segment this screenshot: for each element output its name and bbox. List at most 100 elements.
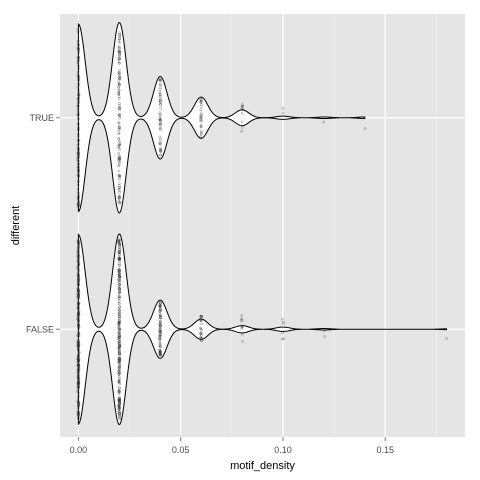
data-point xyxy=(241,104,244,108)
data-point xyxy=(240,103,244,106)
data-point xyxy=(77,339,81,342)
data-point xyxy=(117,320,121,324)
data-point xyxy=(77,67,81,71)
data-point xyxy=(159,121,163,125)
violin-true xyxy=(77,21,366,214)
data-point xyxy=(76,238,80,242)
data-point xyxy=(77,78,80,82)
data-point xyxy=(77,343,81,346)
data-point xyxy=(159,106,163,110)
data-point xyxy=(77,325,80,329)
data-point xyxy=(158,341,162,345)
data-point xyxy=(118,114,122,118)
data-point xyxy=(76,154,80,157)
data-point xyxy=(76,347,80,351)
data-point xyxy=(76,318,80,322)
data-point xyxy=(77,381,81,385)
data-point xyxy=(76,28,80,31)
data-point xyxy=(117,91,121,94)
data-point xyxy=(117,373,121,376)
data-point xyxy=(117,81,121,85)
data-point xyxy=(281,337,284,341)
data-point xyxy=(159,304,163,308)
data-point xyxy=(77,148,80,152)
data-point xyxy=(118,186,122,189)
data-point xyxy=(240,130,243,133)
data-point xyxy=(77,83,81,87)
data-point xyxy=(76,183,80,187)
x-tick-label: 0.05 xyxy=(172,445,190,455)
data-point xyxy=(118,295,122,299)
data-point xyxy=(158,344,162,348)
data-point xyxy=(159,149,162,153)
data-point xyxy=(118,53,121,56)
data-point xyxy=(117,407,121,410)
jitter-points xyxy=(76,28,448,421)
data-point xyxy=(118,389,121,393)
data-point xyxy=(76,169,80,173)
data-point xyxy=(76,61,80,65)
data-point xyxy=(77,100,81,104)
data-point xyxy=(118,258,121,262)
data-point xyxy=(118,50,122,53)
data-point xyxy=(118,344,122,347)
data-point xyxy=(159,323,162,327)
data-point xyxy=(158,78,162,82)
data-point xyxy=(158,333,162,337)
data-point xyxy=(77,159,80,163)
data-point xyxy=(117,92,121,96)
data-point xyxy=(77,93,81,97)
data-point xyxy=(118,270,122,273)
data-point xyxy=(77,55,81,59)
data-point xyxy=(159,316,163,319)
data-point xyxy=(77,385,80,389)
data-point xyxy=(199,326,202,330)
data-point xyxy=(76,187,80,191)
data-point xyxy=(77,262,81,265)
data-point xyxy=(117,41,121,44)
data-point xyxy=(117,104,121,107)
data-point xyxy=(117,178,121,181)
data-point xyxy=(76,143,80,147)
data-point xyxy=(117,287,121,290)
data-point xyxy=(77,251,81,254)
data-point xyxy=(117,302,121,305)
data-point xyxy=(76,358,80,362)
data-point xyxy=(199,314,203,318)
data-point xyxy=(117,138,121,141)
data-point xyxy=(117,340,121,344)
data-point xyxy=(158,340,162,344)
data-point xyxy=(159,123,162,127)
data-point xyxy=(76,86,80,89)
data-point xyxy=(158,326,162,330)
data-point xyxy=(77,290,80,294)
data-point xyxy=(159,128,162,132)
data-point xyxy=(240,120,244,124)
data-point xyxy=(77,331,81,335)
data-point xyxy=(77,363,81,367)
x-tick-label: 0.15 xyxy=(376,445,394,455)
data-point xyxy=(118,305,122,308)
data-point xyxy=(158,308,162,311)
data-point xyxy=(76,256,80,260)
data-point xyxy=(77,391,80,395)
data-point xyxy=(118,365,122,369)
data-point xyxy=(200,339,203,342)
data-point xyxy=(118,201,121,205)
data-point xyxy=(117,299,121,303)
data-point xyxy=(76,191,80,195)
data-point xyxy=(117,136,121,140)
data-point xyxy=(76,307,80,310)
data-point xyxy=(76,401,80,405)
data-point xyxy=(322,120,326,124)
data-point xyxy=(158,335,161,338)
data-point xyxy=(118,77,121,81)
data-point xyxy=(158,83,162,86)
data-point xyxy=(118,311,122,315)
data-point xyxy=(158,111,162,115)
data-point xyxy=(199,332,203,335)
data-point xyxy=(445,337,448,340)
data-point xyxy=(76,179,80,182)
data-point xyxy=(76,271,80,275)
data-point xyxy=(158,117,162,121)
